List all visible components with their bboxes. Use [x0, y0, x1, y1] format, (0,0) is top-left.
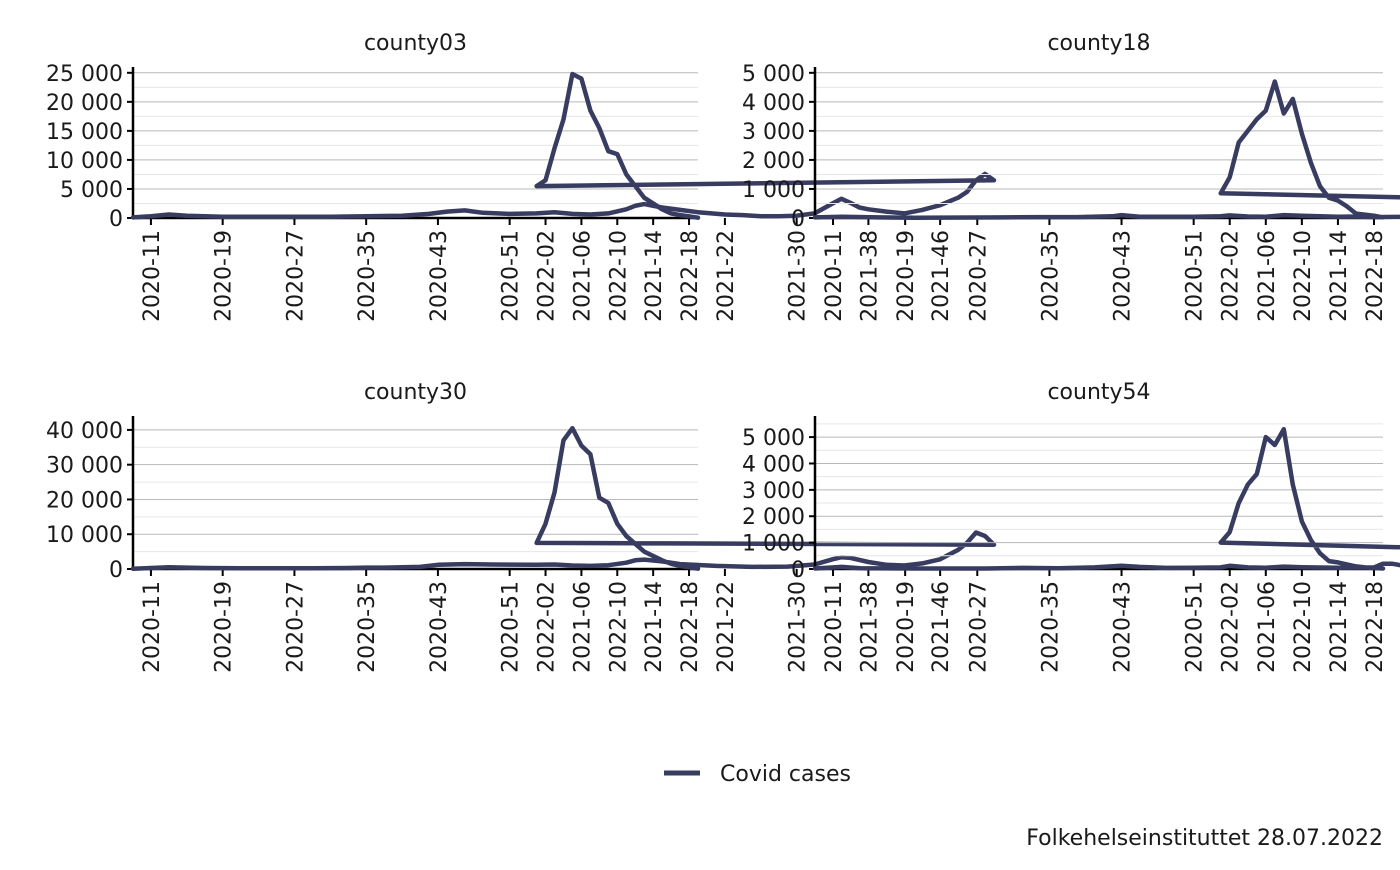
panel-title: county03	[364, 31, 467, 56]
y-tick-label: 2 000	[742, 505, 805, 530]
x-tick-label: 2020-51	[499, 230, 524, 322]
x-tick-label: 2020-35	[355, 581, 380, 673]
x-tick-label: 2020-19	[212, 581, 237, 673]
x-tick-label: 2022-10	[606, 230, 631, 322]
panel-title: county30	[364, 380, 467, 405]
x-tick-label: 2022-02	[535, 581, 560, 673]
x-tick-label: 2021-14	[642, 581, 667, 673]
x-tick-label: 2022-10	[606, 581, 631, 673]
x-tick-label: 2022-18	[678, 230, 703, 322]
x-tick-label: 2021-46	[929, 230, 954, 322]
x-tick-label: 2022-02	[1219, 581, 1244, 673]
legend-label: Covid cases	[720, 762, 851, 787]
x-tick-label: 2020-19	[894, 581, 919, 673]
panel-county03: county03 0 5 000 10 000 15 000 20 000 25 000 20…	[46, 31, 997, 322]
y-tick-label: 3 000	[742, 120, 805, 145]
x-tick-label: 2021-14	[1327, 581, 1352, 673]
series-line-covid-cases	[812, 79, 1400, 220]
x-tick-label: 2020-51	[499, 581, 524, 673]
x-tick-label: 2021-22	[714, 230, 739, 322]
x-tick-label: 2020-43	[1111, 230, 1136, 322]
x-tick-label: 2022-10	[1291, 581, 1316, 673]
y-tick-label: 25 000	[46, 62, 123, 87]
x-tick-label: 2020-27	[283, 230, 308, 322]
x-tick-label: 2020-27	[966, 230, 991, 322]
x-tick-label: 2020-27	[283, 581, 308, 673]
x-tick-label: 2020-19	[212, 230, 237, 322]
x-tick-label: 2021-06	[1255, 230, 1280, 322]
x-tick-label: 2021-22	[714, 581, 739, 673]
x-tick-label: 2020-19	[894, 230, 919, 322]
panel-county18: county18 0 1 000 2 000 3 000 4 000 5 000 2020-1…	[742, 31, 1400, 322]
y-tick-label: 4 000	[742, 452, 805, 477]
y-tick-label: 5 000	[742, 62, 805, 87]
y-tick-label: 5 000	[60, 178, 123, 203]
x-tick-label: 2022-02	[535, 230, 560, 322]
panel-title: county18	[1047, 31, 1150, 56]
y-tick-label: 40 000	[46, 419, 123, 444]
x-tick-label: 2020-43	[427, 230, 452, 322]
y-tick-label: 15 000	[46, 120, 123, 145]
x-tick-label: 2022-18	[1363, 581, 1388, 673]
x-tick-label: 2021-06	[1255, 581, 1280, 673]
x-tick-label: 2021-14	[1327, 230, 1352, 322]
y-tick-label: 0	[109, 558, 123, 583]
y-tick-label: 30 000	[46, 454, 123, 479]
y-tick-label: 3 000	[742, 479, 805, 504]
y-tick-label: 4 000	[742, 91, 805, 116]
x-tick-label: 2020-11	[822, 581, 847, 673]
series-line-covid-cases	[130, 425, 997, 571]
x-tick-label: 2021-06	[570, 230, 595, 322]
y-tick-label: 1 000	[742, 532, 805, 557]
x-tick-label: 2020-11	[140, 230, 165, 322]
x-tick-label: 2022-18	[678, 581, 703, 673]
y-tick-label: 1 000	[742, 178, 805, 203]
y-tick-label: 0	[791, 207, 805, 232]
x-tick-label: 2021-46	[929, 581, 954, 673]
series-line-covid-cases	[812, 426, 1400, 571]
x-tick-label: 2022-10	[1291, 230, 1316, 322]
y-tick-label: 2 000	[742, 149, 805, 174]
x-tick-label: 2020-51	[1183, 581, 1208, 673]
x-tick-label: 2020-11	[140, 581, 165, 673]
x-tick-label: 2020-43	[427, 581, 452, 673]
x-tick-label: 2020-51	[1183, 230, 1208, 322]
caption: Folkehelseinstituttet 28.07.2022	[1026, 826, 1383, 851]
x-tick-label: 2020-27	[966, 581, 991, 673]
x-tick-label: 2021-30	[786, 581, 811, 673]
panel-title: county54	[1047, 380, 1150, 405]
x-tick-label: 2020-11	[822, 230, 847, 322]
y-tick-label: 5 000	[742, 426, 805, 451]
x-tick-label: 2021-14	[642, 230, 667, 322]
x-tick-label: 2022-18	[1363, 230, 1388, 322]
x-tick-label: 2021-30	[786, 230, 811, 322]
x-tick-label: 2020-35	[1038, 581, 1063, 673]
y-tick-label: 10 000	[46, 149, 123, 174]
x-tick-label: 2020-43	[1111, 581, 1136, 673]
y-tick-label: 0	[791, 558, 805, 583]
legend: Covid cases	[664, 762, 851, 787]
panels: county03 0 5 000 10 000 15 000 20 000 25 000 20…	[46, 31, 1400, 673]
y-tick-label: 10 000	[46, 523, 123, 548]
x-tick-label: 2021-06	[570, 581, 595, 673]
y-tick-label: 0	[109, 207, 123, 232]
x-tick-label: 2021-38	[857, 230, 882, 322]
x-tick-label: 2020-35	[355, 230, 380, 322]
x-tick-label: 2022-02	[1219, 230, 1244, 322]
y-tick-label: 20 000	[46, 488, 123, 513]
x-tick-label: 2020-35	[1038, 230, 1063, 322]
panel-county30: county30 0 10 000 20 000 30 000 40 000 2020-11…	[46, 380, 997, 673]
x-tick-label: 2021-38	[857, 581, 882, 673]
y-tick-label: 20 000	[46, 91, 123, 116]
